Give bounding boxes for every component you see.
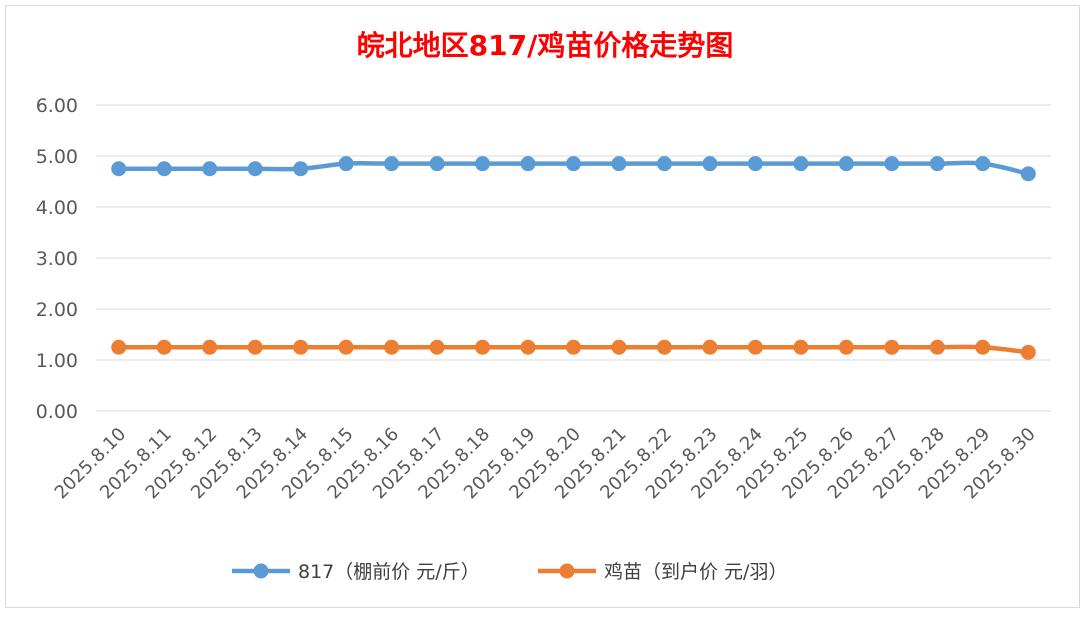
x-axis-ticks: 2025.8.102025.8.112025.8.122025.8.132025… [51, 424, 1040, 504]
data-point [384, 156, 400, 172]
data-point [202, 161, 218, 177]
data-point [520, 339, 536, 355]
data-point [111, 339, 127, 355]
data-point [702, 339, 718, 355]
y-tick-label: 6.00 [36, 95, 78, 117]
data-point [838, 339, 854, 355]
data-point [929, 156, 945, 172]
data-point [656, 339, 672, 355]
y-tick-label: 4.00 [36, 197, 78, 219]
data-point [747, 156, 763, 172]
legend: 817（棚前价 元/斤） 鸡苗（到户价 元/羽） [232, 561, 787, 583]
data-point [611, 156, 627, 172]
series-lines [111, 156, 1036, 360]
data-point [793, 156, 809, 172]
y-tick-label: 1.00 [36, 350, 78, 372]
data-point [520, 156, 536, 172]
data-point [293, 339, 309, 355]
data-point [156, 339, 172, 355]
data-point [656, 156, 672, 172]
legend-label: 鸡苗（到户价 元/羽） [604, 561, 787, 583]
data-point [247, 339, 263, 355]
data-point [247, 161, 263, 177]
gridlines [96, 104, 1051, 412]
data-point [975, 156, 991, 172]
data-point [566, 156, 581, 172]
data-point [702, 156, 718, 172]
y-axis-ticks: 0.00 1.00 2.00 3.00 4.00 5.00 6.00 [36, 95, 78, 423]
series-2 [111, 339, 1036, 360]
data-point [929, 339, 945, 355]
data-point [793, 339, 809, 355]
data-point [156, 161, 172, 177]
data-point [884, 339, 900, 355]
data-point [293, 161, 309, 177]
legend-marker [253, 563, 269, 579]
legend-marker [559, 563, 575, 579]
chart-title: 皖北地区817/鸡苗价格走势图 [357, 29, 734, 62]
data-point [429, 156, 445, 172]
data-point [384, 339, 400, 355]
y-tick-label: 5.00 [36, 146, 78, 168]
y-tick-label: 3.00 [36, 248, 78, 270]
data-point [338, 339, 354, 355]
legend-item-2: 鸡苗（到户价 元/羽） [538, 561, 787, 583]
data-point [611, 339, 627, 355]
y-tick-label: 2.00 [36, 299, 78, 321]
data-point [747, 339, 763, 355]
data-point [1020, 344, 1036, 360]
data-point [838, 156, 854, 172]
legend-label: 817（棚前价 元/斤） [298, 561, 480, 583]
data-point [566, 339, 581, 355]
data-point [884, 156, 900, 172]
series-1 [111, 156, 1036, 182]
data-point [1020, 166, 1036, 182]
data-point [975, 339, 991, 355]
legend-item-1: 817（棚前价 元/斤） [232, 561, 480, 583]
data-point [338, 156, 354, 172]
data-point [111, 161, 127, 177]
data-point [429, 339, 445, 355]
y-tick-label: 0.00 [36, 401, 78, 423]
data-point [475, 339, 491, 355]
data-point [202, 339, 218, 355]
data-point [475, 156, 491, 172]
